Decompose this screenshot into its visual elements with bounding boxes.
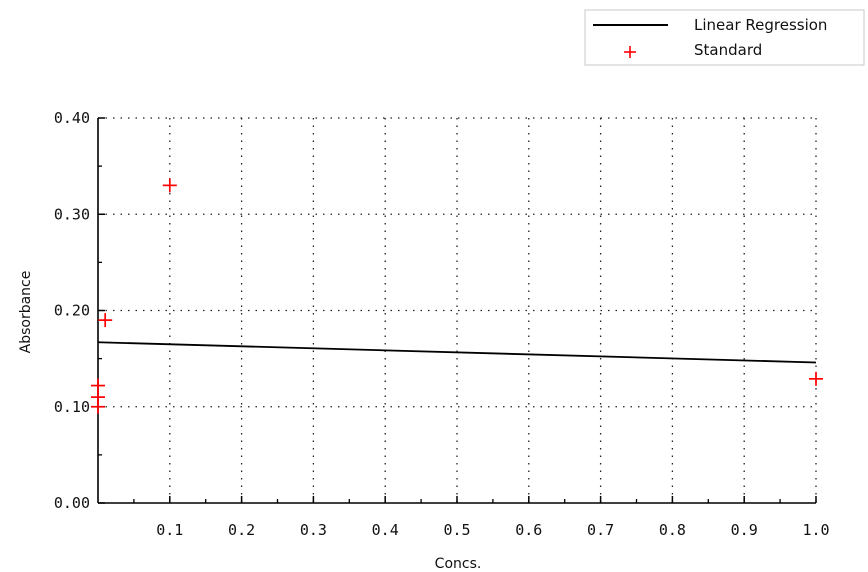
grid xyxy=(98,117,817,503)
axes xyxy=(97,117,817,504)
x-tick-label: 0.6 xyxy=(515,521,542,539)
x-tick-label: 0.9 xyxy=(731,521,758,539)
standard-point xyxy=(98,313,113,328)
x-tick-label: 0.3 xyxy=(300,521,327,539)
standard-point xyxy=(162,178,177,193)
x-tick-labels: 0.1 0.2 0.3 0.4 0.5 0.6 0.7 0.8 0.9 1.0 xyxy=(156,521,829,539)
y-tick-label: 0.10 xyxy=(54,398,90,416)
legend-entry-linear-regression: Linear Regression xyxy=(694,16,827,34)
x-axis-label: Concs. xyxy=(435,556,482,572)
x-tick-label: 0.7 xyxy=(587,521,614,539)
y-tick-label: 0.40 xyxy=(54,109,90,127)
x-tick-label: 1.0 xyxy=(802,521,829,539)
x-tick-label: 0.8 xyxy=(659,521,686,539)
y-tick-label: 0.30 xyxy=(54,205,90,223)
y-tick-label: 0.20 xyxy=(54,302,90,320)
y-tick-labels: 0.00 0.10 0.20 0.30 0.40 xyxy=(54,109,90,512)
legend-box xyxy=(584,9,865,66)
standard-point xyxy=(809,371,823,386)
legend-entry-standard: Standard xyxy=(694,41,762,59)
x-tick-label: 0.2 xyxy=(228,521,255,539)
legend-plus-swatch xyxy=(624,46,636,58)
x-tick-label: 0.1 xyxy=(156,521,183,539)
regression-line xyxy=(97,341,817,364)
standard-point xyxy=(91,378,105,393)
y-tick-label: 0.00 xyxy=(54,494,90,512)
series xyxy=(91,178,823,414)
y-axis-label: Absorbance xyxy=(18,271,34,354)
x-tick-label: 0.4 xyxy=(372,521,399,539)
legend: Linear Regression Standard xyxy=(584,9,865,66)
x-tick-label: 0.5 xyxy=(443,521,470,539)
